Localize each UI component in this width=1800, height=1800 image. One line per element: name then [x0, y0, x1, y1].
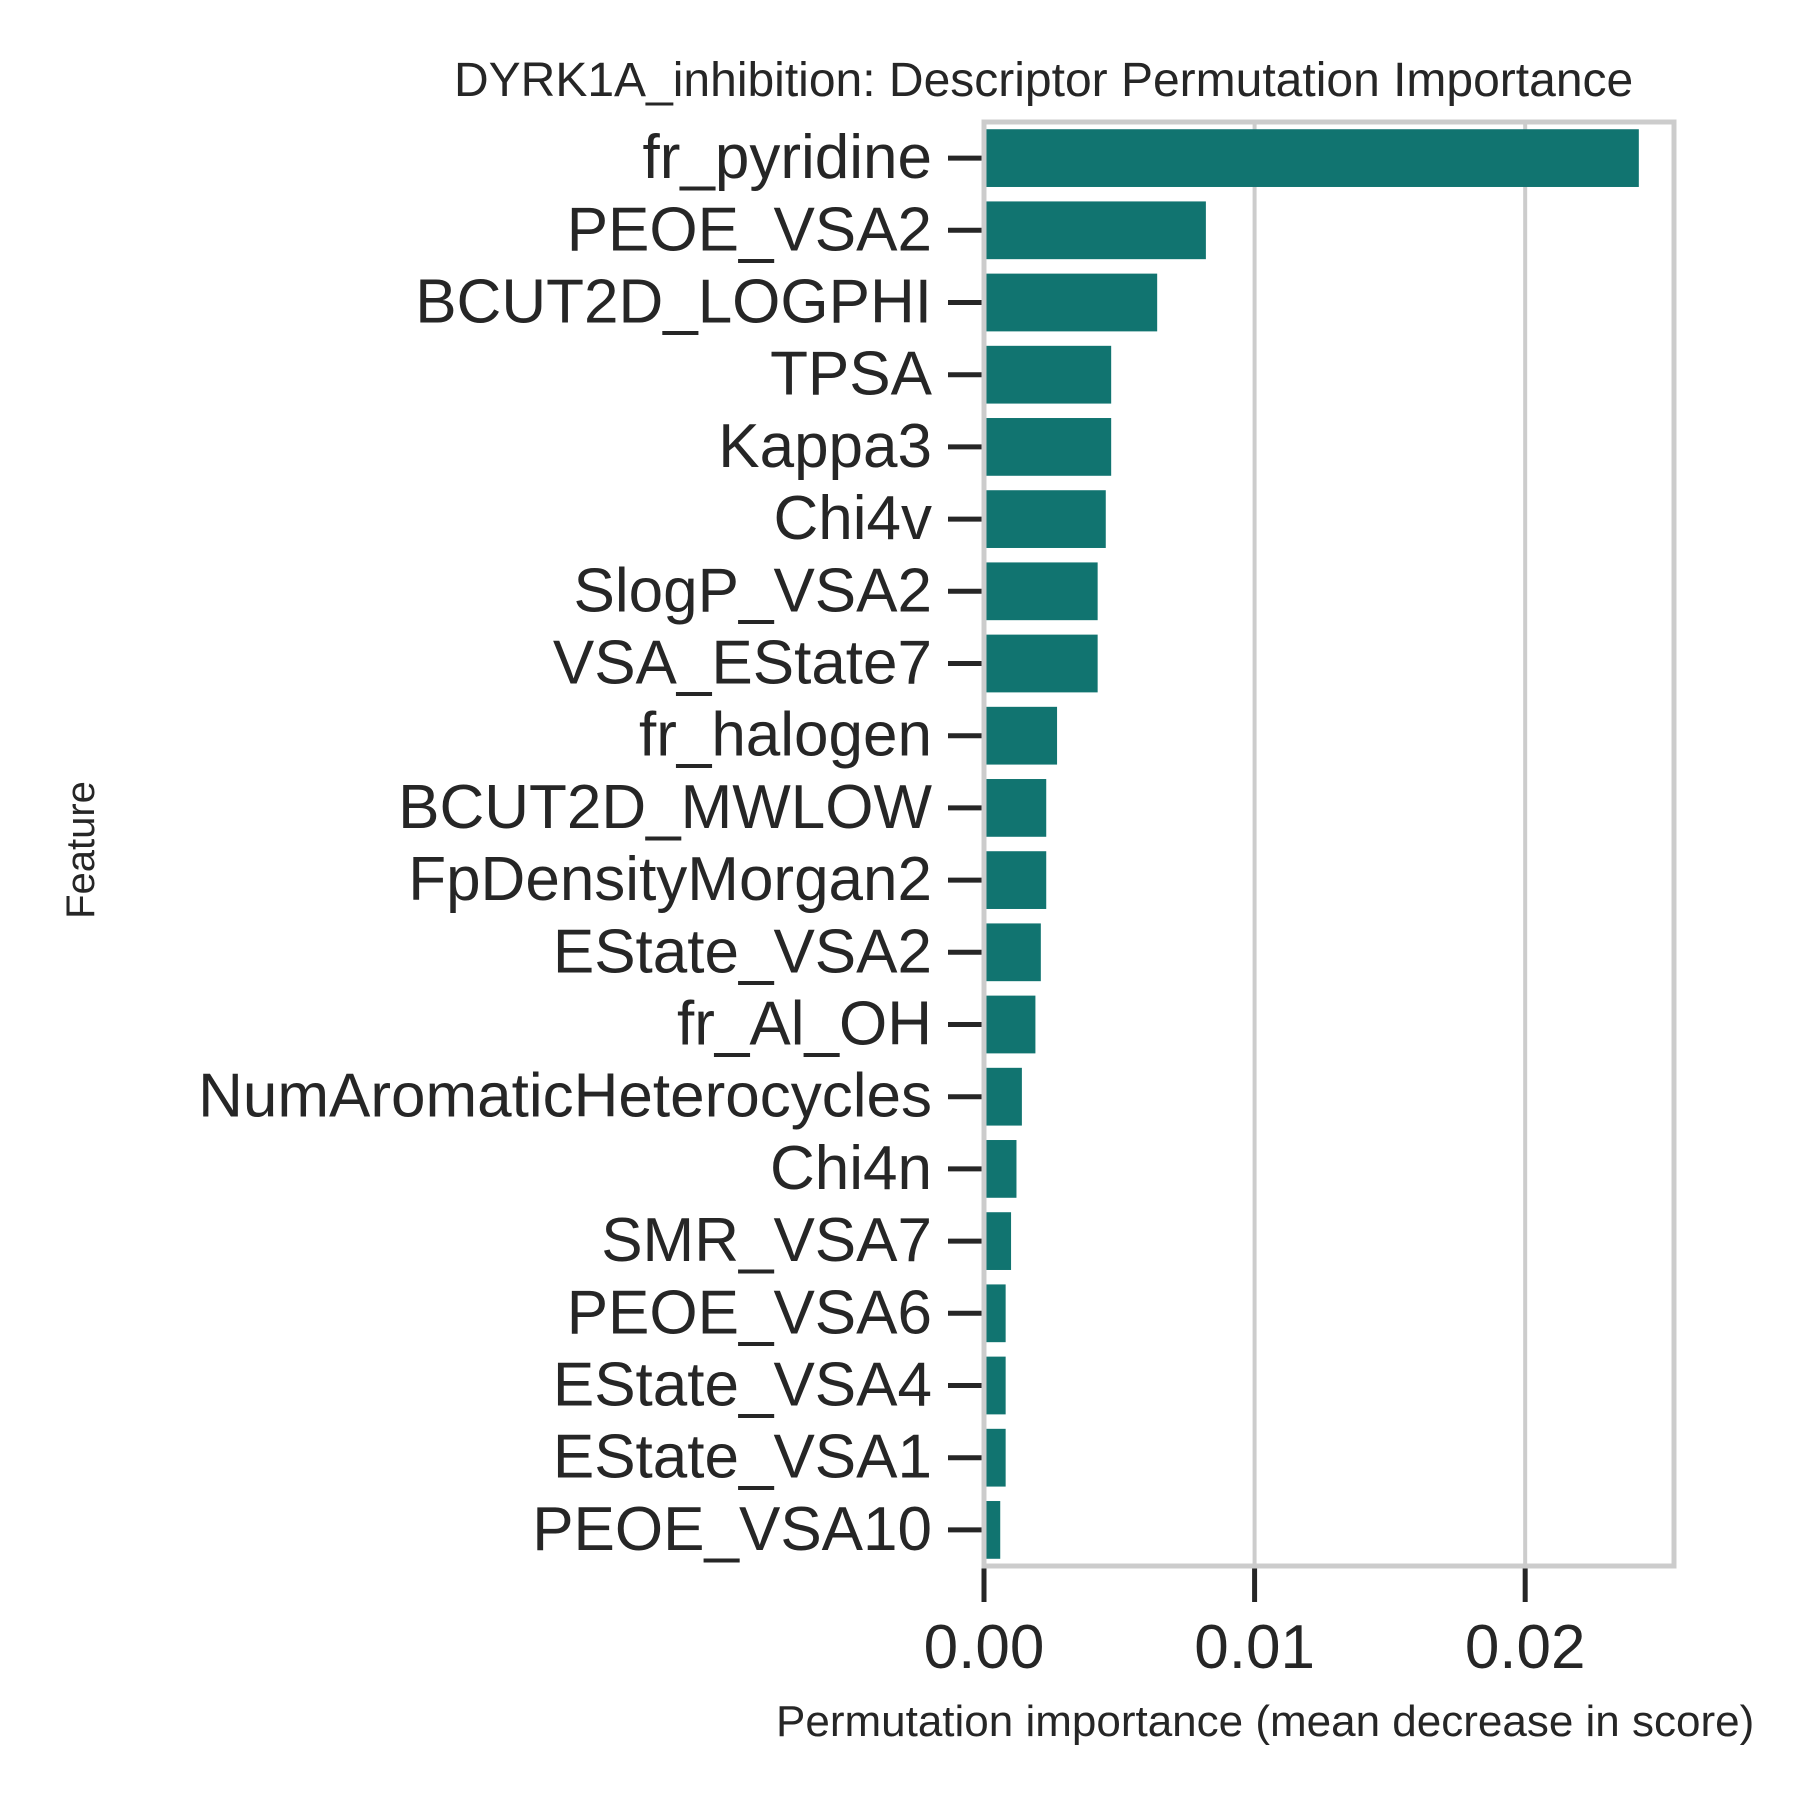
bar: [984, 1428, 1006, 1487]
bars: [984, 129, 1639, 1559]
y-ticks: fr_pyridinePEOE_VSA2BCUT2D_LOGPHITPSAKap…: [198, 123, 984, 1564]
y-tick-label: fr_halogen: [639, 701, 932, 770]
x-tick-label: 0.02: [1465, 1613, 1586, 1682]
plot-frame: [981, 119, 1677, 1569]
y-tick-label: EState_VSA1: [553, 1423, 932, 1492]
y-tick-label: Chi4v: [773, 484, 932, 553]
x-axis-label: Permutation importance (mean decrease in…: [776, 1697, 1754, 1746]
y-tick-label: PEOE_VSA2: [567, 195, 932, 264]
y-tick-label: VSA_EState7: [553, 629, 932, 698]
bar: [984, 418, 1112, 476]
bar: [984, 273, 1158, 332]
bar: [984, 345, 1112, 404]
y-tick-label: BCUT2D_MWLOW: [398, 773, 932, 842]
bar: [984, 851, 1047, 909]
y-tick-label: FpDensityMorgan2: [408, 845, 932, 914]
bar: [984, 562, 1098, 621]
y-axis-label: Feature: [59, 781, 103, 919]
bar: [984, 923, 1041, 982]
y-tick-label: TPSA: [770, 340, 933, 409]
bar: [984, 1140, 1017, 1198]
bar: [984, 1212, 1012, 1270]
y-tick-label: SMR_VSA7: [601, 1206, 932, 1275]
y-tick-label: PEOE_VSA10: [532, 1495, 932, 1564]
y-tick-label: BCUT2D_LOGPHI: [415, 268, 932, 337]
bar: [984, 1501, 1001, 1559]
bar: [984, 201, 1206, 260]
bar: [984, 490, 1106, 548]
y-tick-label: Kappa3: [718, 412, 932, 481]
y-tick-label: fr_pyridine: [643, 123, 932, 192]
y-tick-label: Chi4n: [770, 1134, 932, 1203]
y-tick-label: fr_Al_OH: [677, 990, 932, 1059]
bar: [984, 1067, 1022, 1126]
bar: [984, 1284, 1006, 1343]
y-tick-label: SlogP_VSA2: [574, 556, 932, 625]
x-tick-label: 0.01: [1194, 1613, 1315, 1682]
chart-title: DYRK1A_inhibition: Descriptor Permutatio…: [454, 54, 1633, 107]
bar: [984, 779, 1047, 837]
y-tick-label: EState_VSA2: [553, 917, 932, 986]
bar: [984, 706, 1058, 765]
y-tick-label: NumAromaticHeterocycles: [198, 1062, 932, 1131]
grid-lines: [982, 122, 1528, 1566]
y-tick-label: EState_VSA4: [553, 1351, 932, 1420]
bar: [984, 129, 1639, 187]
bar: [984, 634, 1098, 693]
x-ticks: 0.00 0.01 0.02: [924, 1566, 1586, 1682]
x-tick-label: 0.00: [924, 1613, 1045, 1682]
bar: [984, 1356, 1006, 1415]
y-tick-label: PEOE_VSA6: [567, 1278, 932, 1347]
bar: [984, 995, 1036, 1054]
